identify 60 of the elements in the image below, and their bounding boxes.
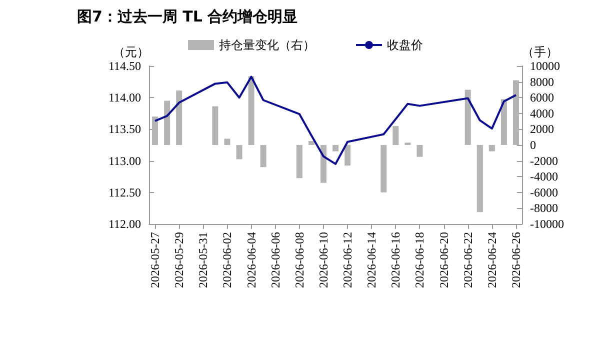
bar <box>212 106 218 145</box>
x-tick-label: 2026-06-14 <box>364 232 379 288</box>
x-tick-label: 2026-06-22 <box>460 232 475 288</box>
x-tick-label: 2026-06-26 <box>508 232 523 288</box>
y-tick-label: 112.00 <box>108 217 141 231</box>
line-series <box>154 76 517 165</box>
bar <box>392 126 399 145</box>
bar <box>332 145 338 152</box>
y2-tick-label: -4000 <box>530 170 558 184</box>
x-tick-label: 2026-05-29 <box>172 232 186 288</box>
x-tick-label: 2026-06-10 <box>316 232 330 288</box>
y2-tick-label: 8000 <box>530 74 554 89</box>
y2-tick-label: -10000 <box>530 217 564 231</box>
bar <box>512 80 519 145</box>
bar <box>344 145 351 166</box>
y-tick-label: 113.50 <box>108 122 141 136</box>
bar <box>236 145 242 160</box>
bar <box>176 90 182 145</box>
bar <box>260 145 266 168</box>
legend-label: 持仓量变化（右） <box>219 38 315 52</box>
y-tick-label: 113.00 <box>108 154 141 168</box>
x-tick-label: 2026-06-08 <box>292 232 306 288</box>
bar <box>380 145 387 192</box>
x-tick-label: 2026-05-31 <box>196 232 210 288</box>
y2-tick-label: 6000 <box>530 90 554 105</box>
x-tick-label: 2026-06-04 <box>244 232 258 288</box>
x-tick-label: 2026-06-20 <box>436 232 451 288</box>
bar <box>296 145 302 178</box>
x-tick-label: 2026-06-06 <box>268 232 282 288</box>
y-tick-label: 114.00 <box>108 90 141 105</box>
y-tick-label: 112.50 <box>108 185 141 200</box>
y2-tick-label: -6000 <box>530 185 558 200</box>
x-tick-label: 2026-06-24 <box>484 232 499 288</box>
bar <box>476 145 483 212</box>
x-tick-label: 2026-06-16 <box>388 232 403 288</box>
y2-tick-label: -2000 <box>530 154 558 168</box>
y-axis-title: （元） <box>113 45 149 59</box>
bar <box>320 145 326 183</box>
y2-tick-label: 10000 <box>530 59 560 73</box>
bar <box>308 141 314 145</box>
bar <box>164 100 170 145</box>
x-tick-label: 2026-05-27 <box>148 232 162 288</box>
chart-title: 图7：过去一周 TL 合约增仓明显 <box>77 8 298 26</box>
bar <box>464 90 471 145</box>
legend-label: 收盘价 <box>387 38 423 52</box>
bar <box>224 138 230 145</box>
bar <box>488 145 495 152</box>
bar <box>152 116 158 145</box>
y2-axis-title: （手） <box>522 45 558 59</box>
y2-tick-label: -8000 <box>530 201 558 216</box>
y2-tick-label: 0 <box>530 138 536 152</box>
x-tick-label: 2026-06-02 <box>220 232 234 288</box>
y2-tick-label: 2000 <box>530 122 554 136</box>
bar <box>248 76 254 145</box>
y2-tick-label: 4000 <box>530 106 554 120</box>
bar <box>416 145 423 157</box>
x-tick-label: 2026-06-12 <box>340 232 355 288</box>
x-tick-label: 2026-06-18 <box>412 232 427 288</box>
bar <box>500 99 507 145</box>
y-tick-label: 114.50 <box>108 59 141 73</box>
